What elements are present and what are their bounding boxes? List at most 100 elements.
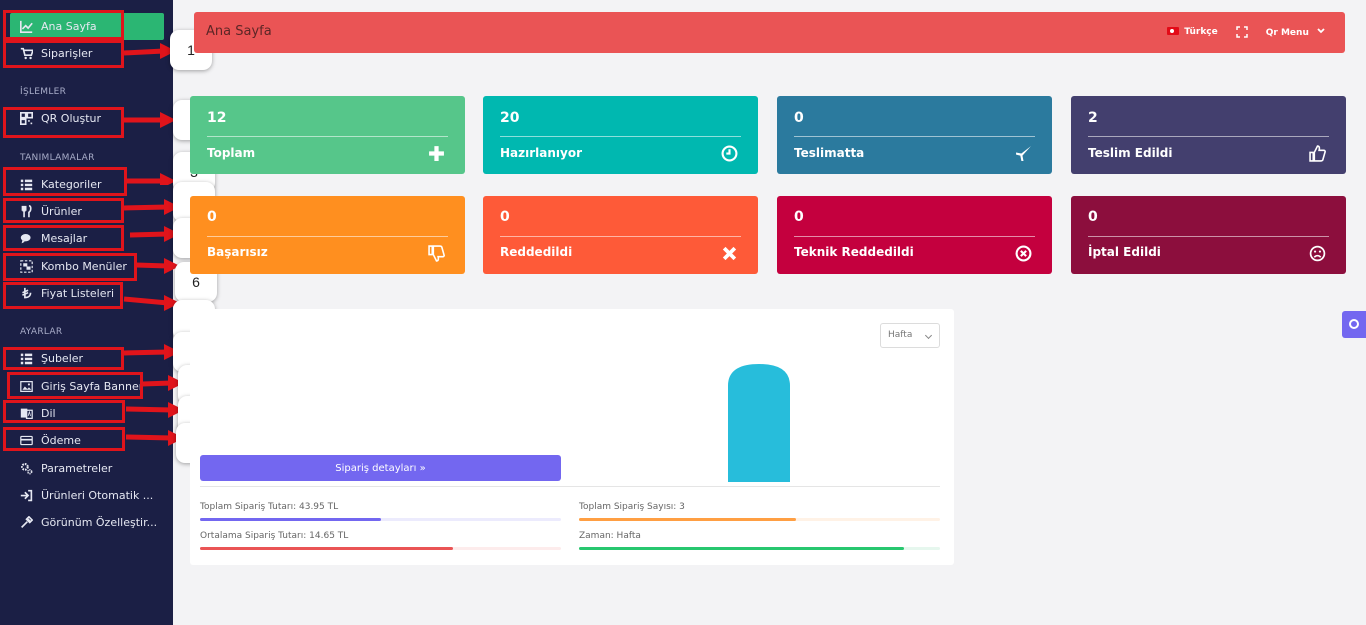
header-actions: Türkçe Qr Menu bbox=[1167, 26, 1325, 38]
stat-value: 2 bbox=[1088, 110, 1098, 126]
sidebar-item-giris-sayfa-banner[interactable]: Giriş Sayfa Banner bbox=[20, 380, 143, 393]
orders-chart bbox=[579, 349, 939, 482]
summary-panel: Hafta Sipariş detayları » Toplam Sipariş… bbox=[190, 309, 954, 565]
sidebar-item-label: Giriş Sayfa Banner bbox=[41, 380, 144, 393]
thumbs-up-icon bbox=[1309, 145, 1326, 162]
language-label: Türkçe bbox=[1184, 27, 1218, 37]
sidebar-item-label: Dil bbox=[41, 407, 56, 420]
chart-bar bbox=[728, 364, 790, 482]
progress-fill bbox=[579, 518, 796, 521]
sidebar-item-label: Şubeler bbox=[41, 352, 84, 365]
sidebar-item-kombo-menuler[interactable]: Kombo Menüler bbox=[20, 260, 127, 273]
comments-icon bbox=[20, 232, 33, 245]
eyedropper-icon bbox=[20, 516, 33, 529]
stat-label: Reddedildi bbox=[500, 245, 573, 259]
stat-value: 0 bbox=[207, 209, 217, 225]
sidebar-item-fiyat-listeleri[interactable]: Fiyat Listeleri bbox=[20, 287, 114, 300]
stat-label: İptal Edildi bbox=[1088, 245, 1161, 259]
sidebar-item-label: Fiyat Listeleri bbox=[41, 287, 115, 300]
frown-icon bbox=[1309, 245, 1326, 262]
sidebar-item-siparisler[interactable]: Siparişler bbox=[20, 47, 92, 60]
stat-label: Toplam bbox=[207, 146, 256, 160]
stat-card-teslim-edildi[interactable]: 2 Teslim Edildi bbox=[1071, 96, 1346, 174]
stat-value: 0 bbox=[1088, 209, 1098, 225]
metric-average-amount-bar bbox=[200, 547, 561, 550]
progress-fill bbox=[579, 547, 904, 550]
list-icon bbox=[20, 178, 33, 191]
stat-card-teslimatta[interactable]: 0 Teslimatta bbox=[777, 96, 1052, 174]
credit-card-icon bbox=[20, 434, 33, 447]
cart-icon bbox=[20, 47, 33, 60]
sidebar-item-kategoriler[interactable]: Kategoriler bbox=[20, 178, 101, 191]
header-bar: Ana Sayfa Türkçe Qr Menu bbox=[194, 12, 1345, 53]
sidebar-item-label: Ürünleri Otomatik ... bbox=[41, 489, 154, 502]
stat-label: Teslimatta bbox=[794, 146, 865, 160]
stat-card-basarisiz[interactable]: 0 Başarısız bbox=[190, 196, 465, 274]
stat-card-hazirlaniyor[interactable]: 20 Hazırlanıyor bbox=[483, 96, 758, 174]
sidebar-item-gorunum-ozellestir[interactable]: Görünüm Özelleştir... bbox=[20, 516, 157, 529]
stat-card-iptal-edildi[interactable]: 0 İptal Edildi bbox=[1071, 196, 1346, 274]
plus-icon bbox=[428, 145, 445, 162]
sidebar: Ana Sayfa Siparişler İŞLEMLER QR Oluştur… bbox=[0, 0, 173, 625]
sidebar-item-label: Mesajlar bbox=[41, 232, 88, 245]
section-title-islemler: İŞLEMLER bbox=[20, 87, 67, 97]
sidebar-item-urunleri-otomatik[interactable]: Ürünleri Otomatik ... bbox=[20, 489, 153, 502]
stat-card-reddedildi[interactable]: 0 Reddedildi bbox=[483, 196, 758, 274]
metric-total-amount: Toplam Sipariş Tutarı: 43.95 TL bbox=[200, 502, 339, 512]
object-group-icon bbox=[20, 260, 33, 273]
sidebar-item-label: Parametreler bbox=[41, 462, 113, 475]
period-select-value: Hafta bbox=[888, 330, 913, 340]
fullscreen-icon[interactable] bbox=[1236, 26, 1248, 38]
circle-icon bbox=[1349, 319, 1359, 329]
settings-toggle-button[interactable] bbox=[1342, 311, 1366, 338]
chart-line-icon bbox=[20, 20, 33, 33]
lira-icon bbox=[20, 287, 33, 300]
plane-icon bbox=[1015, 145, 1032, 162]
metric-total-count: Toplam Sipariş Sayısı: 3 bbox=[579, 502, 685, 512]
stat-card-teknik-reddedildi[interactable]: 0 Teknik Reddedildi bbox=[777, 196, 1052, 274]
stat-label: Başarısız bbox=[207, 245, 268, 259]
order-details-button[interactable]: Sipariş detayları » bbox=[200, 455, 561, 481]
sidebar-item-mesajlar[interactable]: Mesajlar bbox=[20, 232, 87, 245]
sidebar-item-label: Kategoriler bbox=[41, 178, 102, 191]
sidebar-item-label: Ödeme bbox=[41, 434, 81, 447]
times-icon bbox=[721, 245, 738, 262]
user-menu-label: Qr Menu bbox=[1265, 27, 1309, 38]
thumbs-down-icon bbox=[428, 245, 445, 262]
metric-average-amount: Ortalama Sipariş Tutarı: 14.65 TL bbox=[200, 531, 349, 541]
progress-fill bbox=[200, 547, 453, 550]
stat-card-toplam[interactable]: 12 Toplam bbox=[190, 96, 465, 174]
cogs-icon bbox=[20, 462, 33, 475]
page-title: Ana Sayfa bbox=[206, 24, 272, 39]
sidebar-item-label: Siparişler bbox=[41, 47, 93, 60]
language-selector[interactable]: Türkçe bbox=[1167, 27, 1218, 37]
stat-value: 20 bbox=[500, 110, 520, 126]
sign-in-icon bbox=[20, 489, 33, 502]
stat-value: 0 bbox=[794, 110, 804, 126]
sidebar-item-label: Ürünler bbox=[41, 205, 82, 218]
chevron-down-icon bbox=[1317, 27, 1325, 35]
sidebar-item-label: QR Oluştur bbox=[41, 112, 102, 125]
period-select[interactable]: Hafta bbox=[880, 323, 940, 348]
metric-time: Zaman: Hafta bbox=[579, 531, 641, 541]
sidebar-item-urunler[interactable]: Ürünler bbox=[20, 205, 82, 218]
clock-icon bbox=[721, 145, 738, 162]
stat-value: 12 bbox=[207, 110, 227, 126]
section-title-ayarlar: AYARLAR bbox=[20, 327, 63, 337]
sidebar-item-qr-olustur[interactable]: QR Oluştur bbox=[20, 112, 101, 125]
metric-time-bar bbox=[579, 547, 940, 550]
sidebar-item-subeler[interactable]: Şubeler bbox=[20, 352, 83, 365]
progress-fill bbox=[200, 518, 381, 521]
list-icon bbox=[20, 352, 33, 365]
user-menu[interactable]: Qr Menu bbox=[1266, 27, 1325, 38]
sidebar-item-ana-sayfa[interactable]: Ana Sayfa bbox=[20, 20, 97, 33]
image-icon bbox=[20, 380, 33, 393]
stat-value: 0 bbox=[500, 209, 510, 225]
sidebar-item-odeme[interactable]: Ödeme bbox=[20, 434, 81, 447]
qrcode-icon bbox=[20, 112, 33, 125]
active-highlight bbox=[10, 13, 164, 40]
metric-total-count-bar bbox=[579, 518, 940, 521]
sidebar-item-dil[interactable]: Dil bbox=[20, 407, 56, 420]
sidebar-item-parametreler[interactable]: Parametreler bbox=[20, 462, 112, 475]
utensils-icon bbox=[20, 205, 33, 218]
